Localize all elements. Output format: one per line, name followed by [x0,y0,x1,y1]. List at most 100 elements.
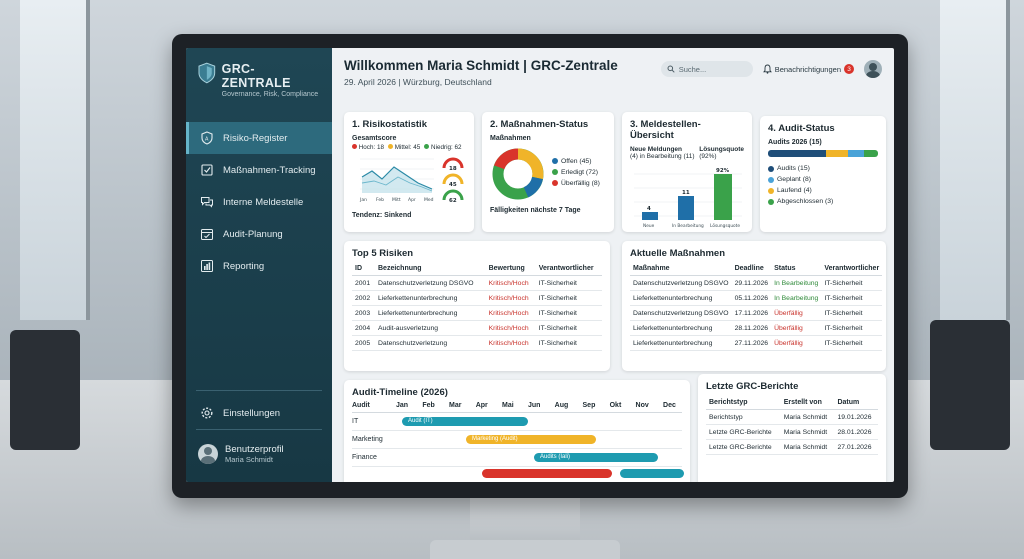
risk-legend: Hoch: 18 Mittel: 45 Niedrig: 62 [352,144,466,151]
timeline-bar[interactable]: Audit (IT) [402,417,528,426]
table-cell: Kritisch/Hoch [485,290,536,306]
column-header[interactable]: Bezeichnung [375,262,486,276]
sidebar-item-einstellungen[interactable]: Einstellungen [186,397,332,429]
timeline-bar[interactable]: Audits (Iali) [534,453,658,462]
column-header[interactable]: Deadline [731,262,772,276]
table-row[interactable]: Lieferkettenunterbrechung 28.11.2026 Überf… [630,320,883,336]
table-cell: 2002 [352,290,375,306]
column-header[interactable]: Status [771,262,822,276]
table-row[interactable]: 2003 Lieferkettenunterbrechung Kritisch/Ho… [352,305,602,321]
table-cell: 19.01.2026 [834,409,878,425]
divider [196,429,322,430]
table-cell: IT-Sicherheit [821,305,883,321]
sidebar-item-reporting[interactable]: Reporting [186,250,332,282]
column-header[interactable]: Datum [834,396,878,410]
table-row[interactable]: 2005 Datenschutzverletzung Kritisch/Hoch IT… [352,335,602,351]
column-header[interactable]: Verantwortlicher [821,262,883,276]
table-cell: IT-Sicherheit [535,335,602,351]
table-row[interactable]: Lieferkettenunterbrechung 05.11.2026 In Be… [630,290,883,306]
column-header[interactable]: ID [352,262,375,276]
brand-title: GRC-ZENTRALE [221,62,291,90]
status-cell: Überfällig [771,335,822,351]
table-cell: Kritisch/Hoch [485,275,536,291]
gauge-arc [442,189,464,201]
legend-item-audits: Audits (15) [768,165,878,172]
legend-label: Audits (15) [777,165,810,172]
sidebar-item-audit-planung[interactable]: Audit-Planung [186,218,332,250]
sidebar-item-risiko-register[interactable]: A Risiko-Register [186,122,332,154]
svg-text:A: A [205,137,209,143]
table-cell: Lieferkettenunterbrechung [375,290,486,306]
column-header[interactable]: Bewertung [485,262,536,276]
table-cell: 17.11.2026 [731,305,772,321]
legend-label: Niedrig: 62 [431,144,462,151]
legend-label: Offen (45) [561,157,592,165]
measures-legend: Offen (45) Erledigt (72) Überfällig (8) [552,158,600,191]
table-row[interactable]: Datenschutzverletzung DSGVO 29.11.2026 In … [630,275,883,291]
bell-icon [762,64,772,74]
recent-reports-card: Letzte GRC-Berichte Berichtstyp Erstellt… [698,374,886,482]
column-header[interactable]: Berichtstyp [706,396,781,410]
status-cell: In Bearbeitung [771,275,822,291]
user-profile[interactable]: Benutzerprofil Maria Schmidt [186,436,332,472]
table-row[interactable]: Letzte GRC-Berichte Maria Schmidt 28.01.20… [706,424,878,440]
profile-label: Benutzerprofil [225,444,284,455]
bar-value-label: 92% [716,168,730,174]
table-cell: IT-Sicherheit [821,290,883,306]
timeline-bar[interactable]: Marketing (Audit) [466,435,596,444]
sidebar-item-label: Audit-Planung [223,228,283,240]
donut-slice-offen [523,176,543,198]
avatar [198,444,218,464]
table-cell: Audit-ausverletzung [375,320,486,336]
month-label: Mar [449,402,462,409]
table-cell: Letzte GRC-Berichte [706,439,781,455]
search-input[interactable]: Suche... [660,61,753,77]
table-row[interactable]: 2004 Audit-ausverletzung Kritisch/Hoch IT-S… [352,320,602,336]
legend-label: Erledigt (72) [561,168,599,176]
table-cell: IT-Sicherheit [821,335,883,351]
table-row[interactable]: 2002 Lieferkettenunterbrechung Kritisch/Ho… [352,290,602,306]
summary-value: (92%) [699,153,717,160]
column-header[interactable]: Verantwortlicher [535,262,602,276]
table-cell: 27.11.2026 [731,335,772,351]
bar-value-labels: 4 11 92% [647,168,730,212]
profile-name: Maria Schmidt [225,455,273,464]
x-tick-label: Mitt [392,197,401,203]
column-header[interactable]: Maßnahme [630,262,732,276]
table-row[interactable]: Lieferkettenunterbrechung 27.11.2026 Überf… [630,335,883,351]
page-subtitle: 29. April 2026 | Würzburg, Deutschland [344,77,492,87]
x-axis-labels: Neue In Bearbeitung Lösungsquote [643,223,740,229]
legend-dot [552,169,558,175]
recent-reports-table: Berichtstyp Erstellt von Datum Berichtst… [706,396,878,455]
table-row[interactable]: Letzte GRC-Berichte Maria Schmidt 27.01.20… [706,439,878,455]
table-row[interactable]: 2001 Datenschutzverletzung DSGVO Kritisch/… [352,275,602,291]
table-cell: Lieferkettenunterbrechung [630,320,732,336]
table-cell: Datenschutzverletzung DSGVO [375,275,486,291]
sidebar-item-interne-meldestelle[interactable]: Interne Meldestelle [186,186,332,218]
legend-dot [768,198,774,205]
sidebar-item-massnahmen-tracking[interactable]: Maßnahmen-Tracking [186,154,332,186]
table-row[interactable]: Berichtstyp Maria Schmidt 19.01.2026 [706,409,878,425]
shield-logo-icon [198,62,216,84]
x-tick-label: Feb [376,197,384,203]
risk-line [361,166,433,190]
month-label: Sep [582,402,596,409]
monitor-stand-base [430,540,620,559]
donut-slice-offen-highlight [517,148,544,180]
search-icon [667,65,675,73]
table-cell: Maria Schmidt [780,439,835,455]
month-label: Jan [396,402,409,409]
table-cell: IT-Sicherheit [535,320,602,336]
table-header-row: ID Bezeichnung Bewertung Verantwortliche… [352,262,602,276]
risk-area [362,167,432,193]
card-title: Top 5 Risiken [352,248,414,259]
sidebar-nav: A Risiko-Register Maßnahmen-Tracking Int… [186,122,332,282]
card-subtitle: Audits 2026 (15) [768,139,822,146]
table-cell: 2004 [352,320,375,336]
column-header[interactable]: Erstellt von [780,396,835,410]
table-row[interactable]: Datenschutzverletzung DSGVO 17.11.2026 Übe… [630,305,883,321]
user-avatar[interactable] [864,60,882,78]
month-label: Okt [609,402,622,409]
notifications-button[interactable]: Benachrichtigungen 3 [762,64,854,74]
table-cell: IT-Sicherheit [535,275,602,291]
